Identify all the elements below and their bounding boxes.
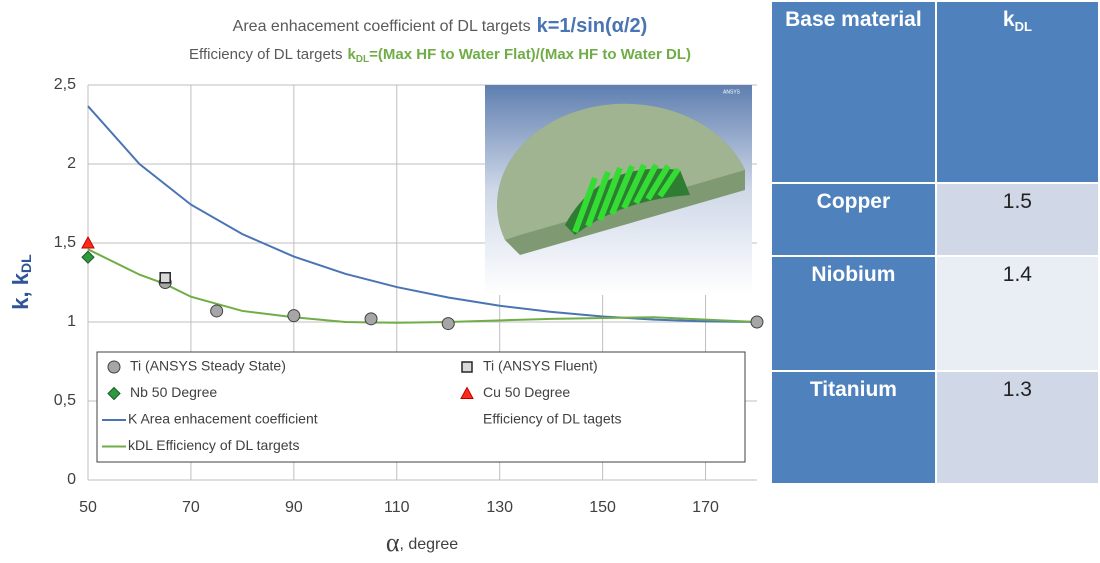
y-tick-label: 0,5 <box>54 392 76 409</box>
x-axis-label: α, degree <box>386 528 458 557</box>
legend-label: Efficiency of DL tagets <box>483 411 622 427</box>
legend-label: kDL Efficiency of DL targets <box>128 437 299 453</box>
header-cell: kDL <box>936 1 1099 183</box>
header-cell: Base material <box>771 1 936 183</box>
inset-label: ANSYS <box>723 89 741 95</box>
legend-label: K Area enhacement coefficient <box>128 411 318 427</box>
table-row: Copper 1.5 <box>771 183 1099 256</box>
page: Area enhacement coefficient of DL target… <box>0 0 1100 563</box>
row-label: Titanium <box>771 371 936 484</box>
row-label: Copper <box>771 183 936 256</box>
point <box>442 318 454 330</box>
table: Base material kDL Copper 1.5 Niobium 1.4… <box>770 0 1100 485</box>
row-value: 1.4 <box>936 256 1099 371</box>
x-tick-label: 90 <box>285 499 303 516</box>
title-text: Area enhacement coefficient of DL target… <box>233 18 531 35</box>
y-tick-label: 2,5 <box>54 76 76 93</box>
point <box>82 251 94 263</box>
y-label-text: k, k <box>8 272 33 309</box>
legend-label: Ti (ANSYS Fluent) <box>483 358 598 374</box>
y-label-subscript: DL <box>18 254 34 273</box>
legend-label: Ti (ANSYS Steady State) <box>130 358 286 374</box>
legend-swatch <box>462 362 472 372</box>
point <box>288 310 300 322</box>
title-formula: k=1/sin(α/2) <box>537 15 648 37</box>
y-tick-label: 1,5 <box>54 234 76 251</box>
x-tick-label: 110 <box>384 499 410 516</box>
table-header: Base material kDL <box>771 1 1099 183</box>
point <box>211 305 223 317</box>
point <box>160 273 170 283</box>
y-tick-label: 2 <box>67 155 76 172</box>
header-subscript: DL <box>1015 19 1032 34</box>
y-tick-label: 1 <box>67 313 76 330</box>
legend-swatch <box>108 361 120 373</box>
x-tick-label: 50 <box>79 499 97 516</box>
header-text: k <box>1003 8 1015 31</box>
subtitle-subscript: DL <box>356 54 369 65</box>
x-label-unit: , degree <box>399 536 458 553</box>
title: Area enhacement coefficient of DL target… <box>233 15 648 37</box>
y-axis-label: k, kDL <box>8 254 34 310</box>
inset-image: ANSYS <box>485 85 752 295</box>
x-tick-label: 150 <box>589 499 616 516</box>
subtitle-text: Efficiency of DL targets <box>189 46 342 63</box>
chart: Area enhacement coefficient of DL target… <box>0 0 770 563</box>
x-tick-label: 130 <box>486 499 513 516</box>
x-label-symbol: α <box>386 528 400 557</box>
point <box>365 313 377 325</box>
x-tick-label: 70 <box>182 499 200 516</box>
table-row: Niobium 1.4 <box>771 256 1099 371</box>
row-label: Niobium <box>771 256 936 371</box>
row-value: 1.5 <box>936 183 1099 256</box>
legend-label: Cu 50 Degree <box>483 384 570 400</box>
legend-label: Nb 50 Degree <box>130 384 217 400</box>
y-tick-label: 0 <box>67 471 76 488</box>
subtitle-formula-rest: =(Max HF to Water Flat)/(Max HF to Water… <box>369 46 691 63</box>
table-row: Titanium 1.3 <box>771 371 1099 484</box>
x-tick-label: 170 <box>692 499 719 516</box>
row-value: 1.3 <box>936 371 1099 484</box>
point <box>751 316 763 328</box>
